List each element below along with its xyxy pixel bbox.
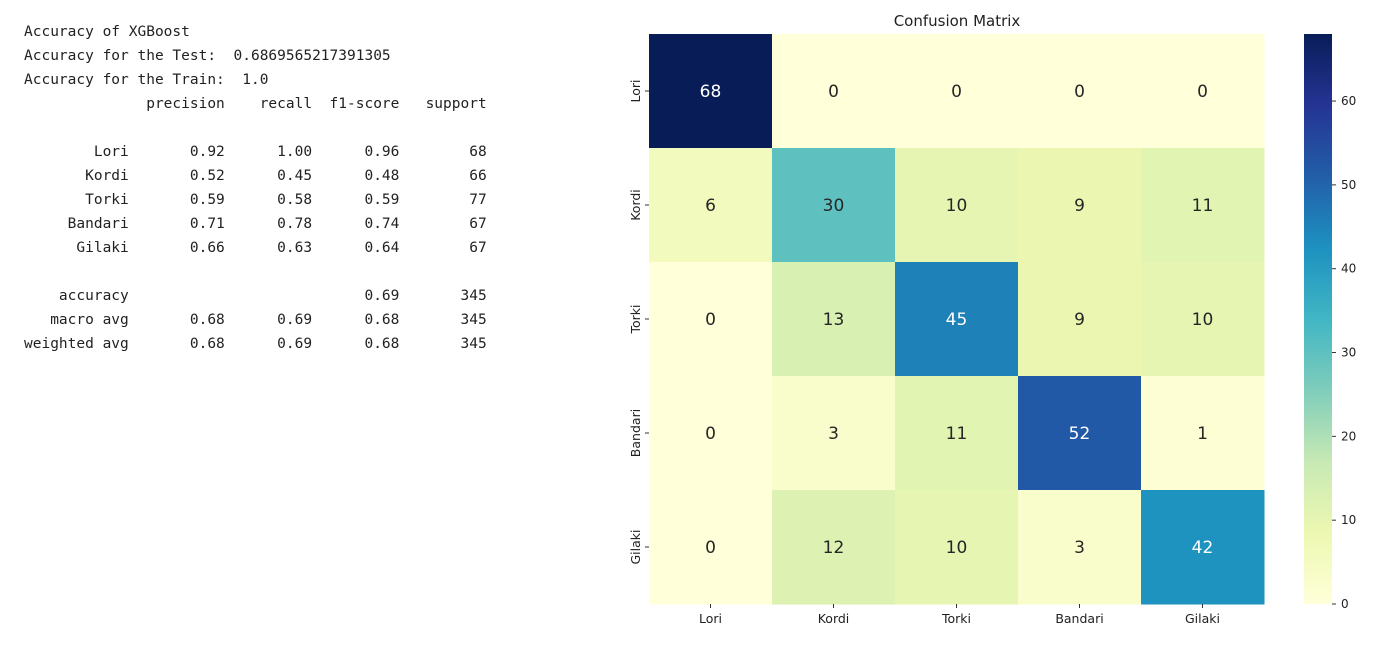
cell-value-label: 9 [1074,196,1085,216]
x-tick-label: Torki [941,611,971,626]
cell-value-label: 12 [823,538,845,558]
heatmap-cell [1018,262,1142,377]
colorbar-tick-label: 60 [1341,94,1356,108]
colorbar-tick-label: 30 [1341,346,1356,360]
heatmap-cell [895,34,1019,149]
heatmap-cell [895,148,1019,263]
cell-value-label: 30 [823,196,845,216]
console-output: Accuracy of XGBoost Accuracy for the Tes… [24,20,487,356]
chart-title: Confusion Matrix [894,12,1021,30]
heatmap-cell [1141,490,1265,605]
heatmap-cell [772,490,896,605]
heatmap-cell [649,148,773,263]
heatmap-cell [1018,490,1142,605]
cell-value-label: 0 [705,424,716,444]
y-tick-label: Gilaki [628,529,643,564]
y-axis-ticks: Lori Kordi Torki Bandari Gilaki [628,79,649,565]
colorbar-tick-label: 40 [1341,262,1356,276]
heatmap-cell [772,262,896,377]
console-line: Accuracy for the Train: 1.0 [24,72,269,88]
cell-value-label: 0 [705,310,716,330]
heatmap-cell [1141,34,1265,149]
heatmap-cell [1141,148,1265,263]
heatmap-cells: 68 0 0 0 06 30 10 9 110 13 45 9 100 3 11 52 10 12 10 3 42 [649,34,1265,605]
console-line: precision recall f1-score support [24,96,487,112]
heatmap-cell [772,376,896,491]
x-tick-label: Gilaki [1185,611,1220,626]
colorbar-tick-label: 20 [1341,429,1356,443]
heatmap-cell [895,262,1019,377]
heatmap-cell [649,262,773,377]
y-tick-label: Kordi [628,189,643,221]
heatmap-cell [649,490,773,605]
heatmap-cell [772,148,896,263]
cell-value-label: 3 [828,424,839,444]
y-tick-label: Lori [628,79,643,102]
cell-value-label: 6 [705,196,716,216]
console-line: Accuracy of XGBoost [24,24,190,40]
cell-value-label: 11 [1192,196,1214,216]
heatmap-cell [895,490,1019,605]
colorbar [1304,34,1332,604]
colorbar-ticks: 0 10 20 30 40 50 60 [1332,94,1356,611]
console-line: accuracy 0.69 345 [24,288,487,304]
cell-value-label: 10 [946,538,968,558]
console-line: Torki 0.59 0.58 0.59 77 [24,192,487,208]
cell-value-label: 10 [946,196,968,216]
x-axis-ticks: Lori Kordi Torki Bandari Gilaki [699,604,1220,626]
cell-value-label: 10 [1192,310,1214,330]
heatmap-cell [1141,376,1265,491]
heatmap-cell [1018,34,1142,149]
cell-value-label: 1 [1197,424,1208,444]
x-tick-label: Lori [699,611,722,626]
heatmap-cell [895,376,1019,491]
cell-value-label: 68 [700,82,722,102]
colorbar-tick-label: 0 [1341,597,1349,611]
cell-value-label: 52 [1069,424,1091,444]
console-line: macro avg 0.68 0.69 0.68 345 [24,312,487,328]
heatmap-cell [649,34,773,149]
cell-value-label: 3 [1074,538,1085,558]
heatmap-cell [1018,376,1142,491]
console-line: Kordi 0.52 0.45 0.48 66 [24,168,487,184]
console-line: weighted avg 0.68 0.69 0.68 345 [24,336,487,352]
cell-value-label: 42 [1192,538,1214,558]
heatmap-cell [1018,148,1142,263]
heatmap-cell [649,376,773,491]
heatmap-cell [1141,262,1265,377]
cell-value-label: 45 [946,310,968,330]
cell-value-label: 0 [828,82,839,102]
console-line: Gilaki 0.66 0.63 0.64 67 [24,240,487,256]
cell-value-label: 11 [946,424,968,444]
x-tick-label: Bandari [1055,611,1103,626]
cell-value-label: 0 [1074,82,1085,102]
heatmap-cell [772,34,896,149]
colorbar-tick-label: 50 [1341,178,1356,192]
console-line: Accuracy for the Test: 0.686956521739130… [24,48,391,64]
console-line: Bandari 0.71 0.78 0.74 67 [24,216,487,232]
y-tick-label: Bandari [628,409,643,457]
cell-value-label: 13 [823,310,845,330]
console-line: Lori 0.92 1.00 0.96 68 [24,144,487,160]
cell-value-label: 0 [1197,82,1208,102]
cell-value-label: 0 [951,82,962,102]
cell-value-label: 9 [1074,310,1085,330]
x-tick-label: Kordi [818,611,850,626]
cell-value-label: 0 [705,538,716,558]
colorbar-tick-label: 10 [1341,513,1356,527]
y-tick-label: Torki [628,304,643,334]
